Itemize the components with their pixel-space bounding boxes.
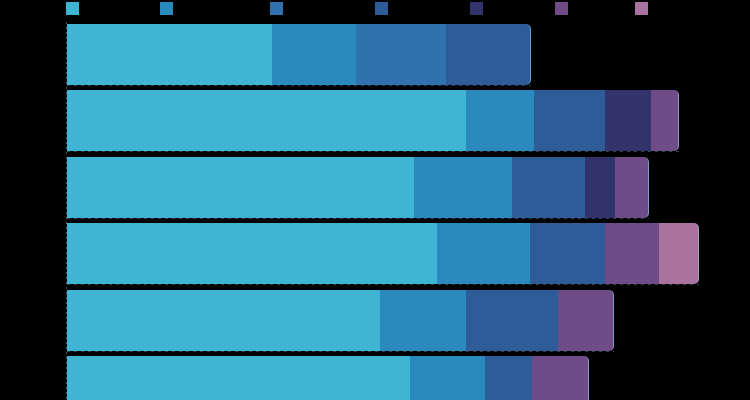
- bar-segment-series-2[interactable]: [466, 90, 534, 152]
- bar-segment-series-3[interactable]: [356, 24, 446, 85]
- bar-segment-series-4[interactable]: [512, 156, 585, 218]
- bar-segment-series-5[interactable]: [605, 90, 651, 152]
- legend-swatch-icon: [270, 2, 283, 15]
- bar-segment-series-4[interactable]: [534, 90, 605, 152]
- bar-segment-series-1[interactable]: [67, 223, 437, 285]
- bar-segment-series-4[interactable]: [446, 24, 531, 85]
- bar-segment-series-7[interactable]: [659, 223, 699, 285]
- bar-row: [67, 24, 531, 86]
- legend-swatch-icon: [555, 2, 568, 15]
- bar-segment-series-4[interactable]: [485, 356, 532, 400]
- bar-segment-series-1[interactable]: [67, 156, 414, 218]
- legend-swatch-icon: [66, 2, 79, 15]
- bar-segment-series-6[interactable]: [558, 289, 614, 351]
- legend-item-3[interactable]: [270, 2, 287, 15]
- legend-item-7[interactable]: [635, 2, 652, 15]
- bar-segment-series-4[interactable]: [466, 289, 558, 351]
- bar-row: [67, 90, 679, 153]
- bar-segment-series-4[interactable]: [530, 223, 605, 285]
- bar-segment-series-1[interactable]: [67, 24, 272, 85]
- bar-segment-series-5[interactable]: [585, 156, 615, 218]
- bar-segment-series-2[interactable]: [414, 156, 512, 218]
- legend-item-4[interactable]: [375, 2, 392, 15]
- bar-row: [67, 156, 649, 219]
- bar-row: [67, 223, 699, 286]
- bar-segment-series-1[interactable]: [67, 289, 380, 351]
- bar-segment-series-6[interactable]: [605, 223, 659, 285]
- legend-swatch-icon: [635, 2, 648, 15]
- bar-segment-series-6[interactable]: [532, 356, 589, 400]
- y-axis-line: [66, 22, 67, 400]
- bar-segment-series-1[interactable]: [67, 356, 410, 400]
- legend-item-1[interactable]: [66, 2, 83, 15]
- bar-row: [67, 289, 614, 352]
- bar-segment-series-2[interactable]: [410, 356, 485, 400]
- bar-segment-series-2[interactable]: [437, 223, 530, 285]
- bar-segment-series-6[interactable]: [651, 90, 679, 152]
- legend-item-6[interactable]: [555, 2, 572, 15]
- legend-swatch-icon: [375, 2, 388, 15]
- legend-item-2[interactable]: [160, 2, 177, 15]
- bar-segment-series-1[interactable]: [67, 90, 466, 152]
- legend-swatch-icon: [470, 2, 483, 15]
- bar-segment-series-2[interactable]: [272, 24, 356, 85]
- legend-item-5[interactable]: [470, 2, 487, 15]
- bar-row: [67, 356, 589, 400]
- bar-segment-series-2[interactable]: [380, 289, 466, 351]
- legend-swatch-icon: [160, 2, 173, 15]
- bar-segment-series-6[interactable]: [615, 156, 649, 218]
